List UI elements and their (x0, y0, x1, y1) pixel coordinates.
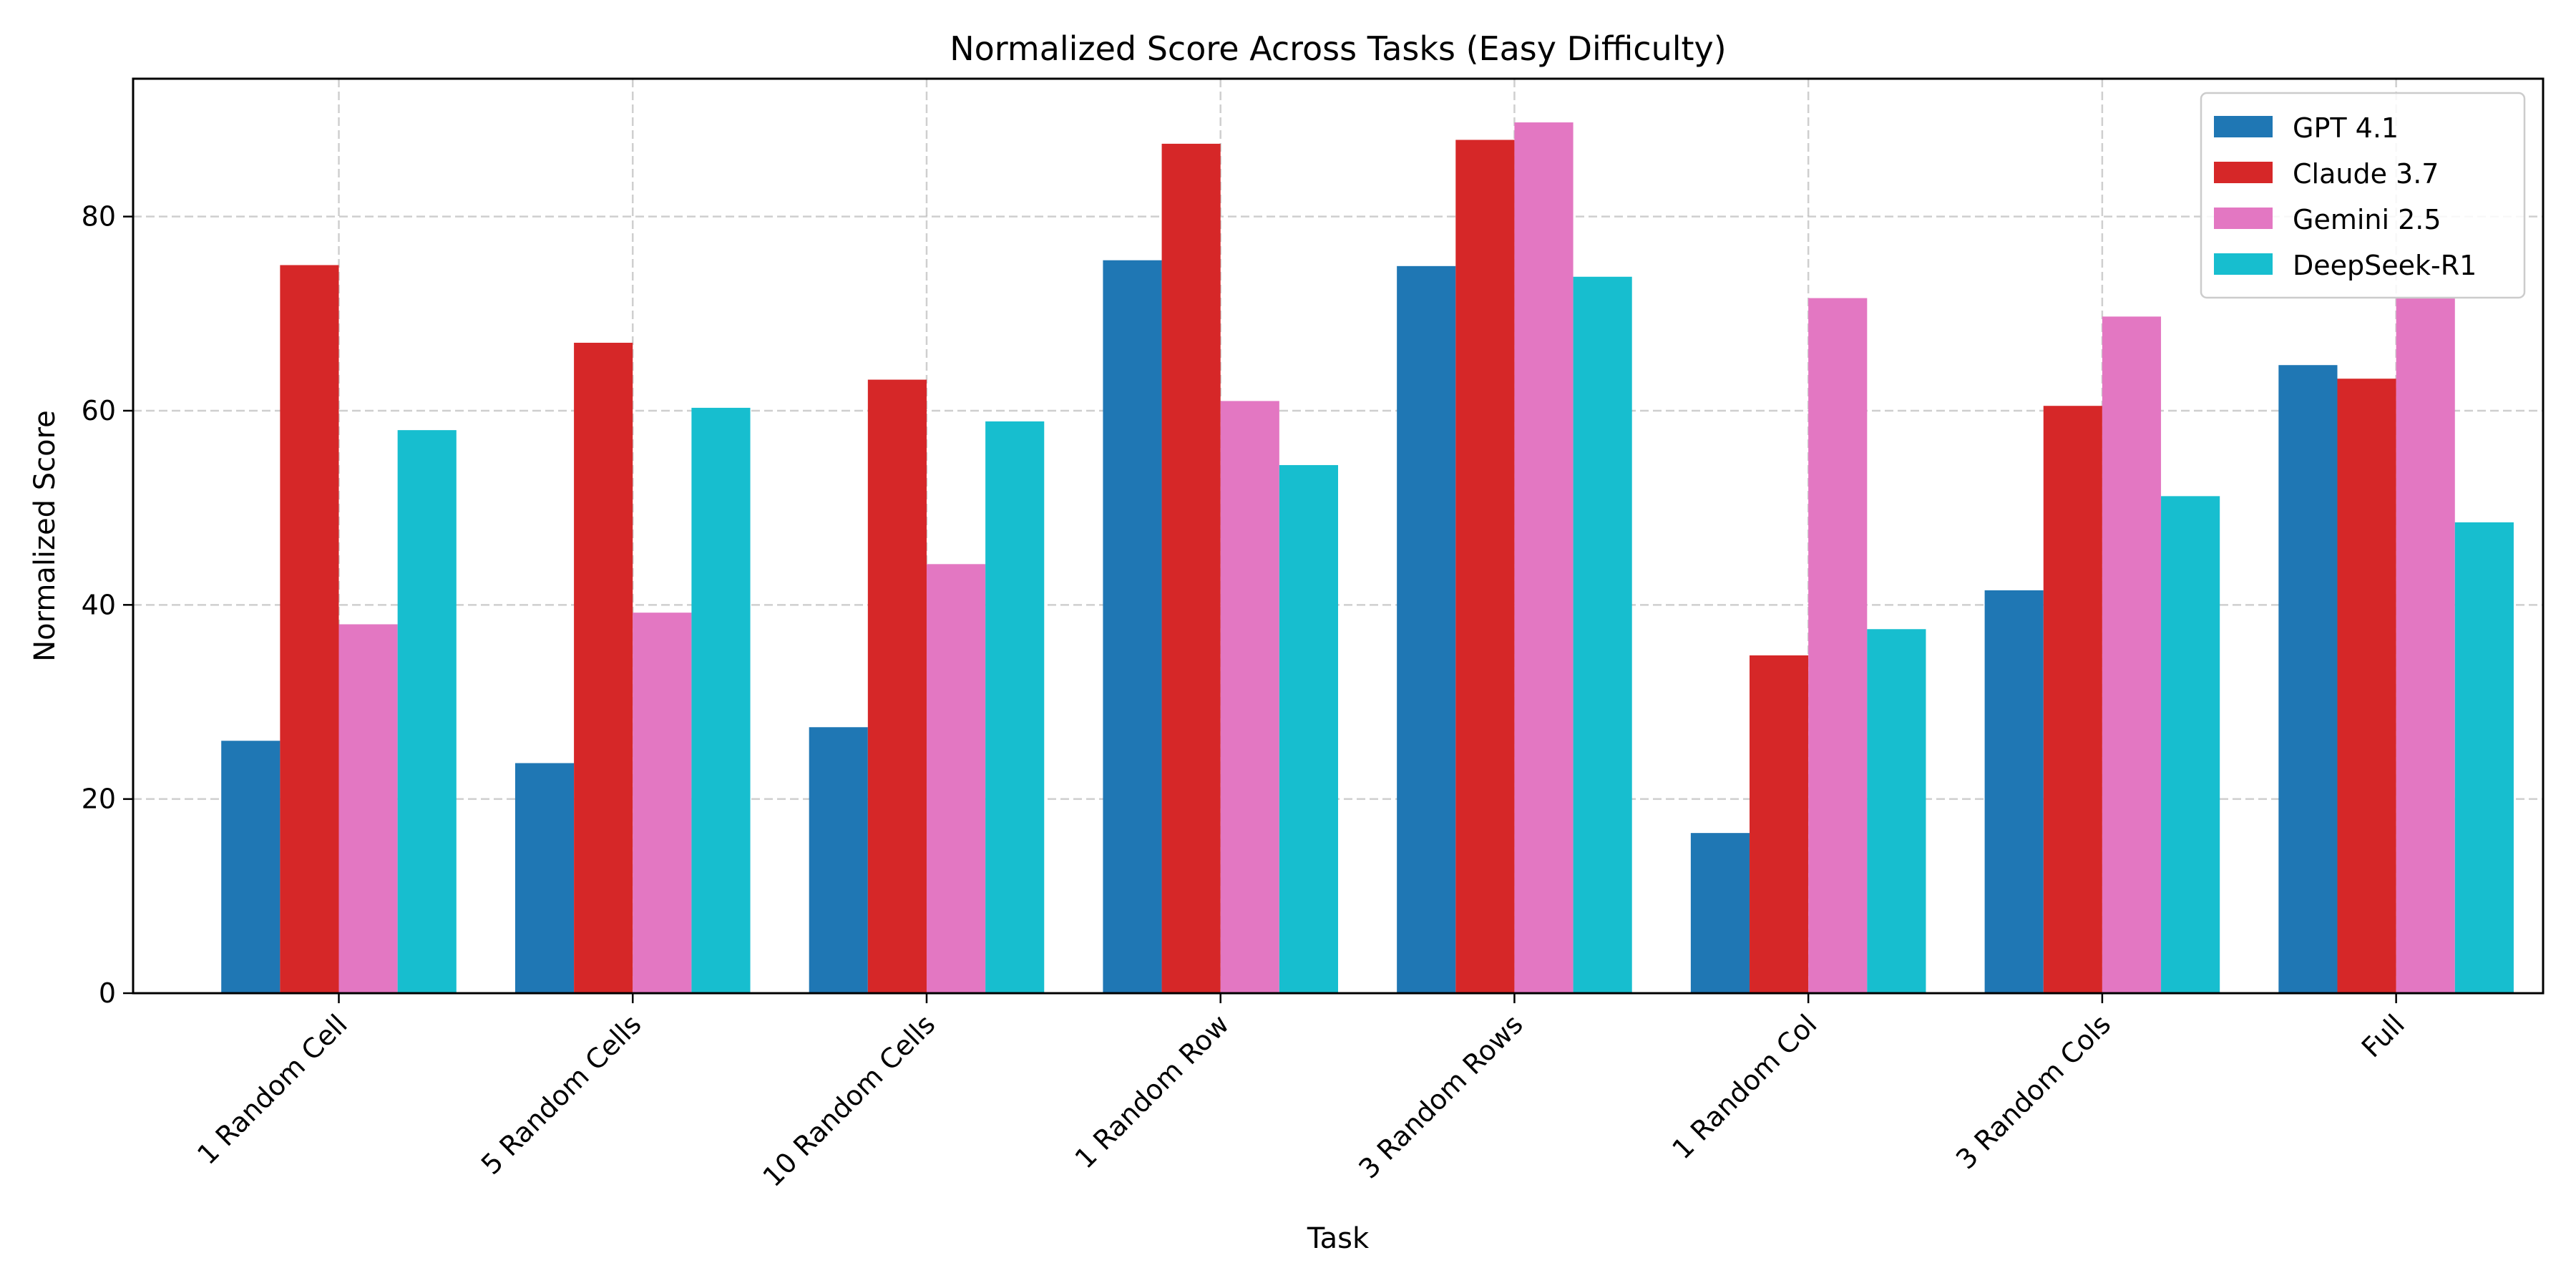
y-tick-label: 20 (82, 784, 116, 815)
bar (1750, 655, 1809, 993)
legend-swatch (2214, 116, 2273, 137)
legend-label: GPT 4.1 (2293, 112, 2399, 144)
bar (2396, 298, 2455, 993)
y-tick-label: 0 (99, 977, 116, 1009)
y-tick-label: 40 (82, 589, 116, 620)
bar (926, 564, 986, 993)
x-tick-label: 10 Random Cells (756, 1008, 941, 1193)
bar (2337, 379, 2396, 993)
bar (1867, 629, 1926, 993)
bar (1397, 265, 1456, 993)
bar (1514, 122, 1574, 994)
bar (2454, 522, 2514, 993)
y-tick-label: 60 (82, 395, 116, 426)
legend-box (2200, 92, 2526, 299)
x-axis-label: Task (1307, 1222, 1370, 1255)
bar (338, 624, 398, 993)
legend-swatch (2214, 208, 2273, 229)
bar (867, 379, 927, 993)
legend-swatch (2214, 253, 2273, 275)
bar (1279, 464, 1338, 993)
bar (1984, 590, 2044, 993)
x-tick-label: 5 Random Cells (475, 1008, 648, 1181)
x-tick-label: 3 Random Cols (1950, 1008, 2117, 1175)
bar (809, 727, 868, 993)
bar (2043, 406, 2102, 993)
bar (691, 407, 751, 993)
bar (1808, 298, 1868, 993)
bar (1690, 833, 1750, 993)
x-tick-label: 1 Random Col (1666, 1008, 1823, 1165)
bar (397, 430, 457, 993)
y-tick-label: 80 (82, 201, 116, 233)
x-tick-label: 3 Random Rows (1352, 1008, 1528, 1184)
bar (1455, 140, 1515, 994)
chart-title: Normalized Score Across Tasks (Easy Diff… (950, 29, 1726, 68)
legend-label: Claude 3.7 (2293, 158, 2439, 190)
bar (633, 613, 692, 993)
bar (1103, 260, 1162, 993)
bar (2278, 365, 2338, 994)
x-tick-label: 1 Random Row (1069, 1008, 1235, 1174)
bar (985, 421, 1045, 993)
bar (1573, 276, 1632, 993)
bar (280, 265, 339, 993)
x-tick-label: Full (2356, 1008, 2411, 1063)
legend: GPT 4.1 Claude 3.7 Gemini 2.5 DeepSeek-R1 (2200, 92, 2526, 299)
legend-label: DeepSeek-R1 (2293, 250, 2477, 281)
bar (221, 741, 280, 993)
x-tick-label: 1 Random Cell (191, 1008, 353, 1171)
legend-label: Gemini 2.5 (2293, 204, 2441, 235)
bar (1220, 401, 1279, 993)
plot-frame (132, 77, 2545, 995)
legend-swatch (2214, 162, 2273, 183)
bar (2161, 496, 2220, 993)
bar (1161, 143, 1221, 994)
bar (574, 343, 633, 993)
bar (2102, 316, 2162, 993)
y-axis-label: Normalized Score (29, 410, 62, 662)
bars (221, 122, 2514, 994)
bar (514, 763, 575, 993)
